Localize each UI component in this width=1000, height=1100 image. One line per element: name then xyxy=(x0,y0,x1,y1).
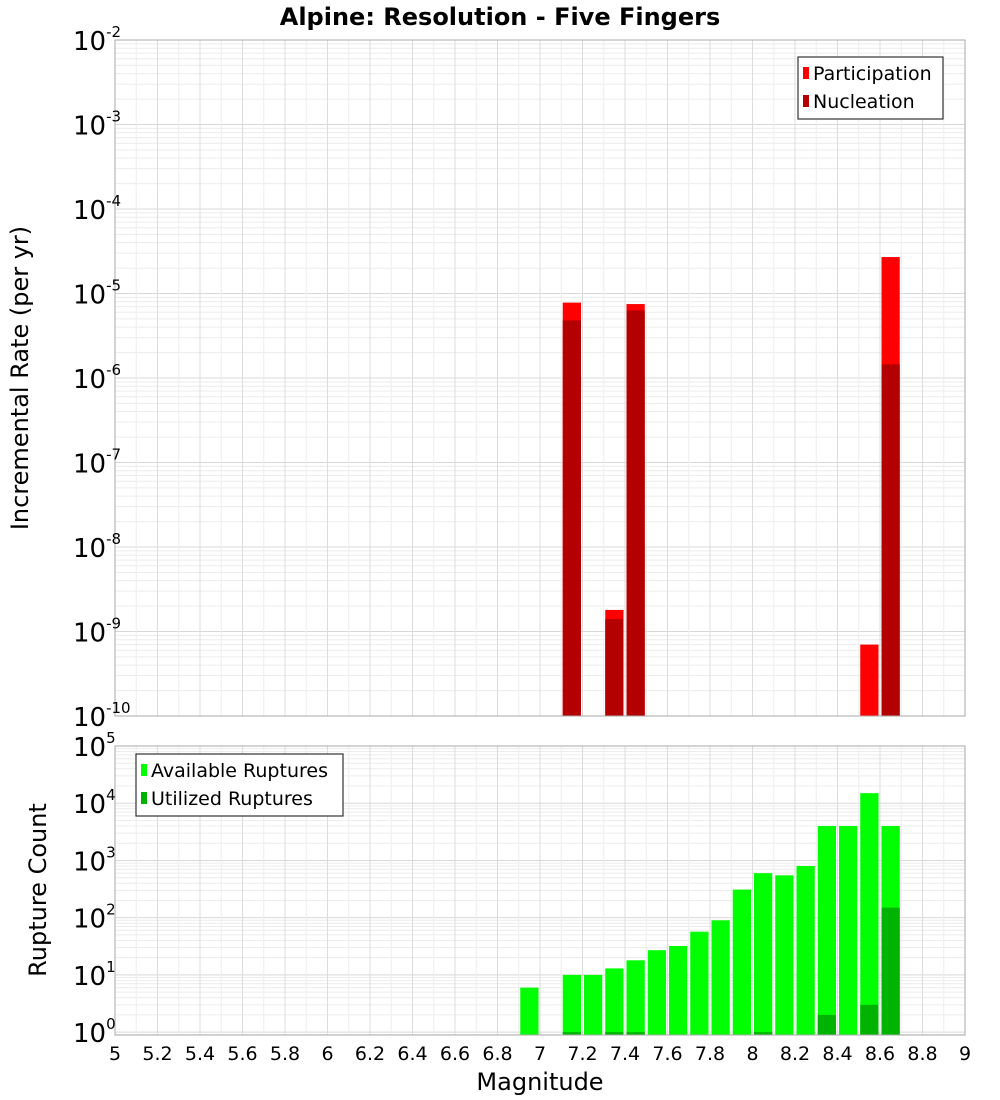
x-tick-label: 5.8 xyxy=(270,1043,300,1065)
legend-label: Participation xyxy=(813,63,932,85)
y-tick-label: 10-4 xyxy=(73,192,121,226)
chart-title: Alpine: Resolution - Five Fingers xyxy=(280,3,721,31)
bar-nucleation xyxy=(626,310,645,716)
bar-participation xyxy=(860,644,879,716)
bar-available-ruptures xyxy=(605,968,624,1035)
bar-utilized-ruptures xyxy=(817,1014,836,1035)
bar-nucleation xyxy=(605,619,624,716)
y-tick-label: 10-10 xyxy=(73,699,131,733)
bar-available-ruptures xyxy=(626,960,645,1035)
y-tick-label: 10-2 xyxy=(73,23,121,57)
bar-utilized-ruptures xyxy=(860,1004,879,1035)
y-tick-label: 10-7 xyxy=(73,446,121,480)
bottom-y-axis-label: Rupture Count xyxy=(24,803,52,977)
y-tick-label: 10-9 xyxy=(73,615,121,649)
bar-nucleation xyxy=(562,320,581,716)
legend-label: Available Ruptures xyxy=(151,760,328,782)
y-tick-label: 100 xyxy=(73,1015,116,1049)
bar-available-ruptures xyxy=(562,974,581,1035)
x-tick-label: 7.2 xyxy=(567,1043,597,1065)
legend-swatch xyxy=(141,764,147,776)
x-tick-label: 7.4 xyxy=(610,1043,640,1065)
x-tick-label: 7.8 xyxy=(695,1043,725,1065)
x-tick-label: 9 xyxy=(959,1043,971,1065)
x-tick-label: 5.2 xyxy=(142,1043,172,1065)
y-tick-label: 101 xyxy=(73,958,116,992)
legend: Available Ruptures Utilized Ruptures xyxy=(135,753,344,817)
plot-border xyxy=(114,745,966,1036)
legend-label: Nucleation xyxy=(813,91,915,113)
x-tick-label: 5.4 xyxy=(185,1043,215,1065)
bar-utilized-ruptures xyxy=(605,1032,624,1035)
bar-available-ruptures xyxy=(584,974,603,1035)
legend-box xyxy=(135,753,344,817)
bar-available-ruptures xyxy=(732,889,751,1035)
bar-nucleation xyxy=(881,364,900,716)
x-tick-label: 8.8 xyxy=(907,1043,937,1065)
bar-utilized-ruptures xyxy=(881,907,900,1035)
y-tick-label: 10-6 xyxy=(73,361,121,395)
bar-utilized-ruptures xyxy=(626,1032,645,1035)
x-tick-label: 8.4 xyxy=(822,1043,852,1065)
x-tick-label: 5.6 xyxy=(227,1043,257,1065)
x-tick-label: 6.2 xyxy=(355,1043,385,1065)
x-tick-label: 6.8 xyxy=(482,1043,512,1065)
bar-utilized-ruptures xyxy=(754,1032,773,1035)
top-y-axis-label: Incremental Rate (per yr) xyxy=(6,226,34,530)
x-tick-label: 6.4 xyxy=(397,1043,427,1065)
y-tick-label: 102 xyxy=(73,901,116,935)
x-tick-label: 7 xyxy=(534,1043,546,1065)
x-tick-label: 8.2 xyxy=(780,1043,810,1065)
bar-available-ruptures xyxy=(711,920,730,1035)
legend-swatch xyxy=(803,95,809,107)
bar-available-ruptures xyxy=(669,946,688,1035)
legend-box xyxy=(797,56,944,120)
bar-available-ruptures xyxy=(754,873,773,1035)
x-tick-label: 6.6 xyxy=(440,1043,470,1065)
x-tick-label: 8.6 xyxy=(865,1043,895,1065)
bar-available-ruptures xyxy=(839,826,858,1035)
panel-1: 100 101 102 103 104 105 Available Ruptures Util… xyxy=(73,729,966,1049)
y-tick-label: 103 xyxy=(73,843,116,877)
legend-label: Utilized Ruptures xyxy=(151,788,313,810)
bar-available-ruptures xyxy=(775,875,794,1035)
x-axis-label: Magnitude xyxy=(476,1068,603,1096)
plot-border xyxy=(114,39,966,717)
legend-swatch xyxy=(803,67,809,79)
x-tick-label: 7.6 xyxy=(652,1043,682,1065)
x-tick-label: 8 xyxy=(746,1043,758,1065)
y-tick-label: 10-8 xyxy=(73,530,121,564)
bar-utilized-ruptures xyxy=(562,1032,581,1035)
panel-0: 10-10 10-9 10-8 10-7 10-6 10-5 10-4 10-3 10-2 Par… xyxy=(73,23,966,733)
legend: Participation Nucleation xyxy=(797,56,944,120)
y-tick-label: 104 xyxy=(73,786,116,820)
x-tick-label: 6 xyxy=(321,1043,333,1065)
legend-swatch xyxy=(141,792,147,804)
bar-available-ruptures xyxy=(817,826,836,1035)
y-tick-label: 10-3 xyxy=(73,108,121,142)
bar-available-ruptures xyxy=(520,987,539,1035)
bar-available-ruptures xyxy=(647,950,666,1035)
x-tick-label: 5 xyxy=(109,1043,121,1065)
y-tick-label: 10-5 xyxy=(73,277,121,311)
bar-available-ruptures xyxy=(796,866,815,1035)
y-tick-label: 105 xyxy=(73,729,116,763)
bar-available-ruptures xyxy=(860,793,879,1035)
bar-available-ruptures xyxy=(690,931,709,1035)
